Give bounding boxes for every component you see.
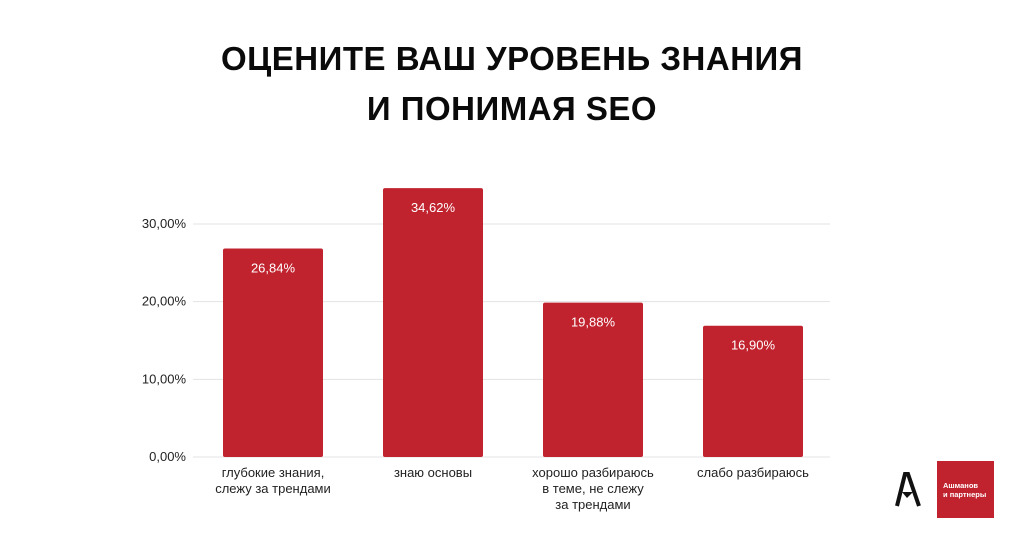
bar [383,188,483,458]
bar-value-label: 26,84% [251,261,296,276]
y-tick-label: 10,00% [142,371,187,386]
category-label-line: в теме, не слежу [542,481,644,496]
y-tick-label: 30,00% [142,216,187,231]
logo-text-line-2: и партнеры [943,490,987,499]
company-logo-badge: Ашманов и партнеры [937,461,994,518]
category-label-line: знаю основы [394,465,472,480]
bar [703,325,803,457]
category-label-line: слабо разбираюсь [697,465,809,480]
bar-value-label: 16,90% [731,338,776,353]
category-label: хорошо разбираюсь в теме, не слежу за трен… [532,465,654,512]
category-label: глубокие знания, слежу за трендами [215,465,331,496]
bar [543,302,643,457]
category-label-line: глубокие знания, [222,465,325,480]
category-label: знаю основы [394,465,472,480]
bar [223,248,323,457]
category-label-line: за трендами [555,497,630,512]
chart-title-line-2: И ПОНИМАЯ SEO [366,90,658,127]
bar-value-label: 19,88% [571,315,616,330]
y-tick-label: 0,00% [149,449,186,464]
chart-title-line-1: ОЦЕНИТЕ ВАШ УРОВЕНЬ ЗНАНИЯ [221,40,803,77]
chart-title: ОЦЕНИТЕ ВАШ УРОВЕНЬ ЗНАНИЯ И ПОНИМАЯ SEO [0,34,1024,134]
a-letter-logo-icon [895,472,921,507]
bar-value-label: 34,62% [411,200,456,215]
category-label-line: слежу за трендами [215,481,331,496]
category-label-line: хорошо разбираюсь [532,465,654,480]
logo-text-line-1: Ашманов [943,481,979,490]
category-label: слабо разбираюсь [697,465,809,480]
y-tick-label: 20,00% [142,294,187,309]
